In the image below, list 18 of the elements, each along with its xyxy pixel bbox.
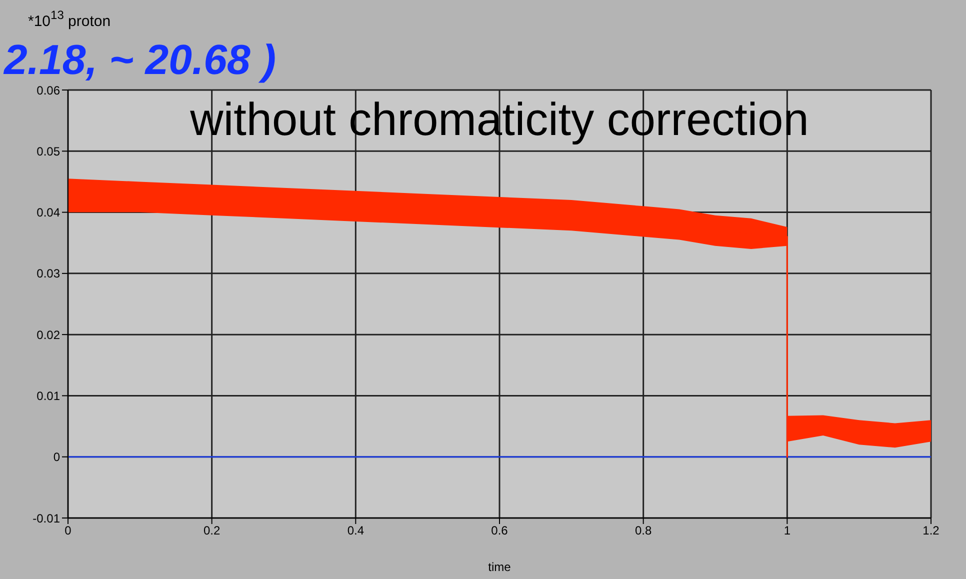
x-axis-title: time <box>488 560 512 574</box>
y-tick-label: 0.05 <box>36 144 60 158</box>
y-tick-label: -0.01 <box>32 511 60 526</box>
y-tick-label: 0 <box>53 450 60 464</box>
x-tick-label: 1 <box>784 524 791 538</box>
y-tick-label: 0.04 <box>36 206 60 220</box>
y-tick-label: 0.06 <box>36 83 60 98</box>
y-tick-label: 0.01 <box>36 388 60 403</box>
y-tick-label: 0.03 <box>36 266 60 281</box>
x-tick-label: 0.6 <box>491 524 508 538</box>
text: 2.18, ~ 20.68 ) <box>3 36 276 83</box>
x-tick-label: 0.4 <box>347 524 364 538</box>
x-tick-label: 0.2 <box>203 524 220 538</box>
x-tick-label: 0.8 <box>634 524 652 538</box>
x-tick-label: 1.2 <box>922 524 940 538</box>
y-axis-title: *10$^{13}$ proton <box>28 8 111 30</box>
y-tick-label: 0.02 <box>36 328 60 342</box>
x-tick-label: 0 <box>64 524 72 538</box>
